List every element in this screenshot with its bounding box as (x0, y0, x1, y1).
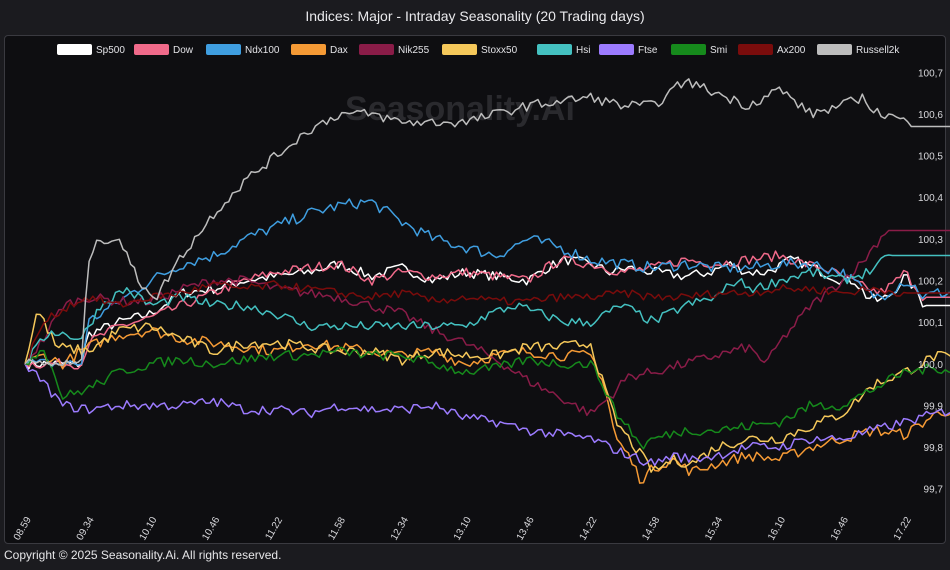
series-line-dow (24, 250, 950, 370)
series-line-ndx100 (24, 198, 950, 368)
watermark-text: Seasonality.Ai (345, 90, 575, 128)
series-line-russell2k (24, 78, 950, 367)
y-axis: 99,7 99,8 99,9 100,0 100,1 100,2 100,3 100,4 100… (918, 68, 943, 495)
x-tick-label: 13.46 (515, 515, 537, 543)
y-tick-label: 99,9 (924, 401, 944, 412)
y-tick-label: 100,0 (918, 360, 943, 371)
x-tick-label: 14.22 (578, 515, 600, 543)
x-tick-label: 14.58 (640, 515, 662, 543)
x-axis: 08.59 09.34 10.10 10.46 11.22 11.58 12.34 13.10… (12, 515, 914, 543)
series-line-stoxx50 (24, 313, 950, 473)
y-tick-label: 100,4 (918, 193, 943, 204)
legend-label[interactable]: Sp500 (96, 45, 125, 56)
y-tick-label: 100,1 (918, 318, 943, 329)
x-tick-label: 11.58 (326, 515, 348, 542)
x-tick-label: 15.34 (703, 515, 725, 543)
y-tick-label: 99,7 (924, 485, 944, 496)
legend-swatch[interactable] (134, 44, 169, 55)
x-tick-label: 13.10 (452, 515, 474, 543)
legend-swatch[interactable] (206, 44, 241, 55)
chart-title: Indices: Major - Intraday Seasonality (2… (305, 8, 645, 24)
y-tick-label: 100,7 (918, 68, 943, 79)
series-line-nik255 (24, 229, 950, 417)
y-tick-label: 100,6 (918, 110, 943, 121)
x-tick-label: 08.59 (12, 515, 34, 543)
x-tick-label: 16.10 (766, 515, 788, 543)
legend-label[interactable]: Ax200 (777, 45, 806, 56)
legend-swatch[interactable] (291, 44, 326, 55)
legend-swatch[interactable] (359, 44, 394, 55)
series-line-dax (24, 327, 950, 484)
legend-label[interactable]: Hsi (576, 45, 590, 56)
series-line-smi (24, 346, 950, 450)
legend-label[interactable]: Nik255 (398, 45, 430, 56)
legend-swatch[interactable] (817, 44, 852, 55)
legend-swatch[interactable] (57, 44, 92, 55)
legend: Sp500 Dow Ndx100 Dax Nik255 Stoxx50 Hsi Ftse Smi… (57, 44, 900, 56)
legend-swatch[interactable] (537, 44, 572, 55)
x-tick-label: 09.34 (75, 515, 97, 543)
x-tick-label: 11.22 (263, 515, 285, 542)
series-lines (24, 78, 950, 484)
legend-label[interactable]: Dow (173, 45, 194, 56)
legend-label[interactable]: Stoxx50 (481, 45, 518, 56)
y-tick-label: 100,5 (918, 152, 943, 163)
x-tick-label: 12.34 (389, 515, 411, 543)
x-tick-label: 10.10 (138, 515, 160, 543)
legend-label[interactable]: Dax (330, 45, 348, 56)
legend-swatch[interactable] (599, 44, 634, 55)
legend-label[interactable]: Ftse (638, 45, 658, 56)
x-tick-label: 10.46 (200, 515, 222, 543)
y-tick-label: 100,3 (918, 235, 943, 246)
legend-swatch[interactable] (442, 44, 477, 55)
y-tick-label: 99,8 (924, 443, 944, 454)
y-tick-label: 100,2 (918, 277, 943, 288)
series-line-ftse (24, 363, 950, 467)
legend-label[interactable]: Russell2k (856, 45, 900, 56)
x-tick-label: 17.22 (892, 515, 914, 543)
legend-swatch[interactable] (738, 44, 773, 55)
legend-label[interactable]: Smi (710, 45, 727, 56)
legend-swatch[interactable] (671, 44, 706, 55)
copyright-text: Copyright © 2025 Seasonality.Ai. All rig… (4, 548, 282, 562)
series-line-hsi (24, 254, 950, 365)
series-line-ax200 (24, 280, 950, 365)
x-tick-label: 16.46 (829, 515, 851, 543)
legend-label[interactable]: Ndx100 (245, 45, 280, 56)
